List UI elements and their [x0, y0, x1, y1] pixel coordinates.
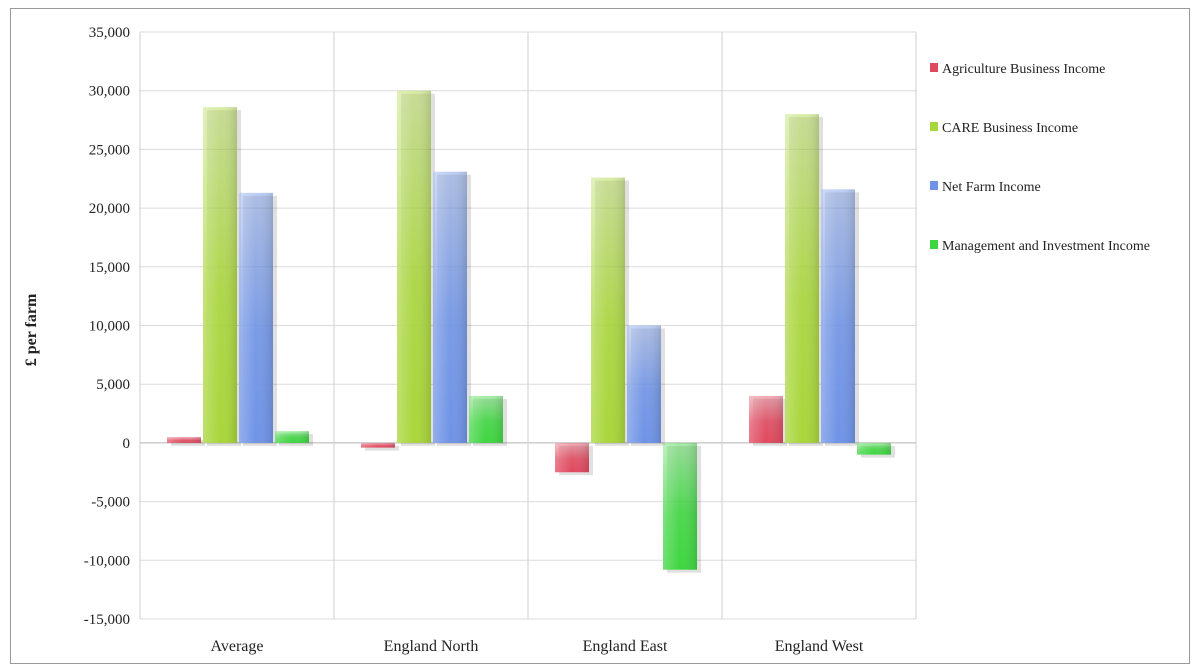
- y-tick-label: 30,000: [89, 84, 130, 100]
- bar-shadow: [171, 440, 205, 446]
- legend-label: Agriculture Business Income: [942, 62, 1105, 77]
- y-axis-label: £ per farm: [23, 293, 40, 366]
- bar-highlight: [627, 325, 661, 443]
- bar-highlight: [555, 442, 589, 473]
- category-labels: Average England North England East England …: [211, 638, 864, 655]
- bar-highlight: [167, 437, 201, 443]
- bar-shadow: [365, 445, 399, 451]
- bar-highlight: [857, 442, 891, 455]
- y-tick-label: 35,000: [89, 25, 130, 41]
- y-tick-label: 20,000: [89, 201, 130, 217]
- legend-swatch: [930, 63, 938, 72]
- bar-highlight: [361, 442, 395, 448]
- y-tick-label: 5,000: [96, 377, 130, 393]
- bar-highlight: [821, 189, 855, 443]
- bar-highlight: [469, 395, 503, 443]
- bar-highlight: [203, 107, 237, 443]
- bar-highlight: [785, 114, 819, 443]
- legend-label: CARE Business Income: [942, 121, 1078, 136]
- legend-swatch: [930, 181, 938, 190]
- y-tick-label: -5,000: [91, 495, 130, 511]
- legend-swatch: [930, 122, 938, 131]
- bar-highlight: [275, 431, 309, 443]
- bar-highlight: [663, 442, 697, 570]
- bar-highlight: [239, 192, 273, 443]
- legend-label: Management and Investment Income: [942, 239, 1150, 254]
- bar-highlight: [433, 171, 467, 443]
- y-tick-label: 10,000: [89, 319, 130, 335]
- y-axis-ticks: -15,000 -10,000 -5,000 0 5,000 10,000 15,000 20…: [84, 25, 130, 628]
- x-category-label: Average: [211, 638, 264, 655]
- bars: [167, 90, 895, 573]
- x-category-label: England West: [775, 638, 864, 655]
- y-tick-label: 25,000: [89, 142, 130, 158]
- x-category-label: England North: [384, 638, 479, 655]
- legend: Agriculture Business Income CARE Business…: [930, 62, 1150, 254]
- y-tick-label: -15,000: [84, 612, 130, 628]
- y-tick-label: 0: [123, 436, 131, 452]
- y-tick-label: 15,000: [89, 260, 130, 276]
- bar-highlight: [591, 177, 625, 443]
- y-tick-label: -10,000: [84, 553, 130, 569]
- bar-highlight: [397, 90, 431, 443]
- bar-highlight: [749, 395, 783, 443]
- legend-swatch: [930, 240, 938, 249]
- x-category-label: England East: [583, 638, 668, 655]
- legend-label: Net Farm Income: [942, 180, 1041, 195]
